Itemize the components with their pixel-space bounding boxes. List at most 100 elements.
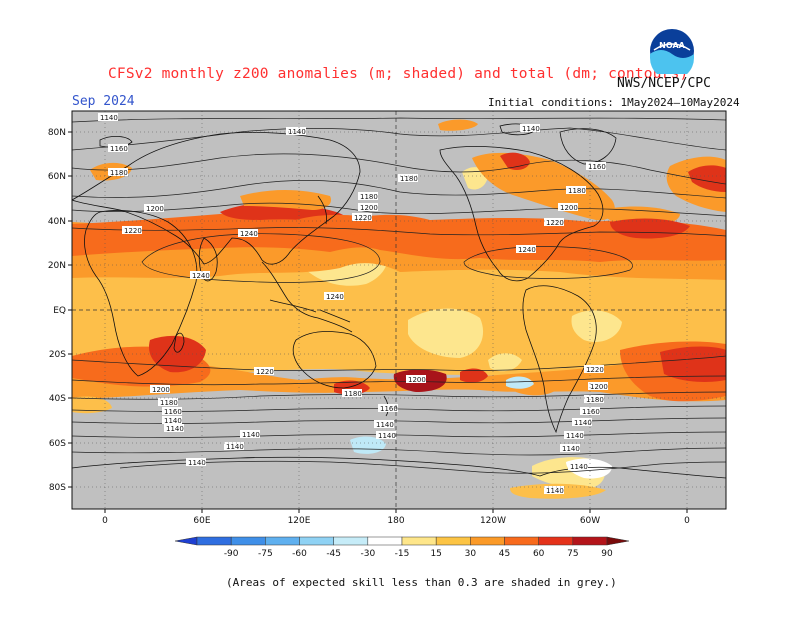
contour-label: 1160 xyxy=(110,145,128,153)
contour-line xyxy=(141,233,381,283)
contour-line xyxy=(72,405,726,412)
lat-label: 80S xyxy=(49,483,66,493)
lat-label: 20N xyxy=(48,261,66,271)
europe-red xyxy=(688,165,726,192)
contour-label: 1140 xyxy=(522,125,540,133)
agency-label: NWS/NCEP/CPC xyxy=(617,76,711,91)
contour-label: 1140 xyxy=(566,432,584,440)
contour-line xyxy=(72,127,726,151)
contour-label: 1180 xyxy=(110,169,128,177)
contour-line xyxy=(72,202,726,217)
contour-label: 1180 xyxy=(568,187,586,195)
contour-label: 1200 xyxy=(408,376,426,384)
contour-label: 1140 xyxy=(546,487,564,495)
colorbar-segment xyxy=(538,536,574,546)
colorbar-label: -90 xyxy=(224,549,239,559)
north-america-coast xyxy=(439,145,604,282)
contour-label: 1200 xyxy=(152,386,170,394)
south-america-light-blue xyxy=(506,376,534,389)
contour-label: 1140 xyxy=(188,459,206,467)
height-contours xyxy=(72,117,726,474)
colorbar-segment xyxy=(401,536,437,546)
contour-label: 1200 xyxy=(560,204,578,212)
contour-label: 1220 xyxy=(354,214,372,222)
lat-label: 60S xyxy=(49,439,66,449)
contour-label: 1140 xyxy=(226,443,244,451)
contour-line xyxy=(72,153,726,185)
contour-label: 1180 xyxy=(586,396,604,404)
japan-coast xyxy=(317,195,327,225)
colorbar-label: 60 xyxy=(533,549,545,559)
lon-label: 180 xyxy=(387,516,404,526)
contour-line xyxy=(72,375,726,386)
south-indian-yellow-edge xyxy=(72,396,112,414)
contour-label: 1140 xyxy=(574,419,592,427)
contour-line xyxy=(72,417,726,424)
noaa-logo: NOAA xyxy=(650,29,694,74)
south-midlatitude-orange-band xyxy=(72,352,726,402)
greenland-coast xyxy=(559,128,617,165)
contour-line xyxy=(72,179,726,199)
longitude-labels: 0 60E 120E 180 120W 60W 0 xyxy=(102,516,690,526)
lon-label: 0 xyxy=(102,516,108,526)
colorbar-segment xyxy=(299,536,334,546)
contour-label: 1240 xyxy=(326,293,344,301)
lon-label: 0 xyxy=(684,516,690,526)
colorbar-label: 30 xyxy=(465,549,477,559)
contour-label: 1220 xyxy=(256,368,274,376)
contour-label: 1160 xyxy=(588,163,606,171)
lon-label: 60E xyxy=(193,516,210,526)
contour-label: 1140 xyxy=(100,114,118,122)
indonesia-coast xyxy=(269,299,351,323)
contour-label: 1160 xyxy=(582,408,600,416)
colorbar-label: -60 xyxy=(292,549,307,559)
contour-label: 1140 xyxy=(166,425,184,433)
contour-line xyxy=(72,355,726,371)
lat-lon-grid xyxy=(72,111,726,509)
colorbar-label: 75 xyxy=(567,549,578,559)
contour-label: 1220 xyxy=(546,219,564,227)
lon-label: 120E xyxy=(288,516,311,526)
contour-label: 1140 xyxy=(242,431,260,439)
colorbar-segment xyxy=(265,536,300,546)
contour-label: 1140 xyxy=(562,445,580,453)
colorbar-label: 15 xyxy=(430,549,441,559)
contour-label: 1160 xyxy=(380,405,398,413)
contour-labels: 1140 1140 1140 1160 1160 1180 1180 1180 … xyxy=(98,113,608,495)
ross-sea-light-blue xyxy=(350,436,386,454)
contour-label: 1220 xyxy=(586,366,604,374)
colorbar-segment xyxy=(504,536,539,546)
lat-label: 40S xyxy=(49,394,66,404)
lat-label: 80N xyxy=(48,128,66,138)
colorbar: -90 -75 -60 -45 -30 -15 15 30 45 60 75 90 xyxy=(174,536,630,559)
colorbar-label: -75 xyxy=(258,549,273,559)
africa-coast xyxy=(84,210,198,377)
contour-line xyxy=(72,447,726,456)
contour-line xyxy=(72,391,726,400)
madagascar-coast xyxy=(173,332,185,353)
colorbar-segment xyxy=(572,536,608,546)
colorbar-label: -45 xyxy=(326,549,341,559)
contour-label: 1240 xyxy=(192,272,210,280)
contour-label: 1200 xyxy=(590,383,608,391)
contour-label: 1140 xyxy=(164,417,182,425)
colorbar-label: 45 xyxy=(499,549,510,559)
latitude-labels: 80N 60N 40N 20N EQ 20S 40S 60S 80S xyxy=(48,128,66,493)
contour-label: 1240 xyxy=(240,230,258,238)
skill-footnote: (Areas of expected skill less than 0.3 a… xyxy=(226,576,617,589)
noaa-logo-text: NOAA xyxy=(659,41,685,50)
colorbar-label: -15 xyxy=(395,549,410,559)
axis-ticks xyxy=(68,131,688,513)
arctic-orange-patch xyxy=(438,119,478,131)
colorbar-segment xyxy=(333,536,369,546)
contour-line xyxy=(119,460,726,474)
contour-label: 1200 xyxy=(146,205,164,213)
contour-label: 1180 xyxy=(344,390,362,398)
south-indian-red xyxy=(148,335,206,373)
target-month-label: Sep 2024 xyxy=(72,94,135,109)
contour-label: 1220 xyxy=(124,227,142,235)
contour-label: 1140 xyxy=(570,463,588,471)
south-america-coast xyxy=(522,285,597,434)
north-atlantic-orange xyxy=(472,152,615,221)
